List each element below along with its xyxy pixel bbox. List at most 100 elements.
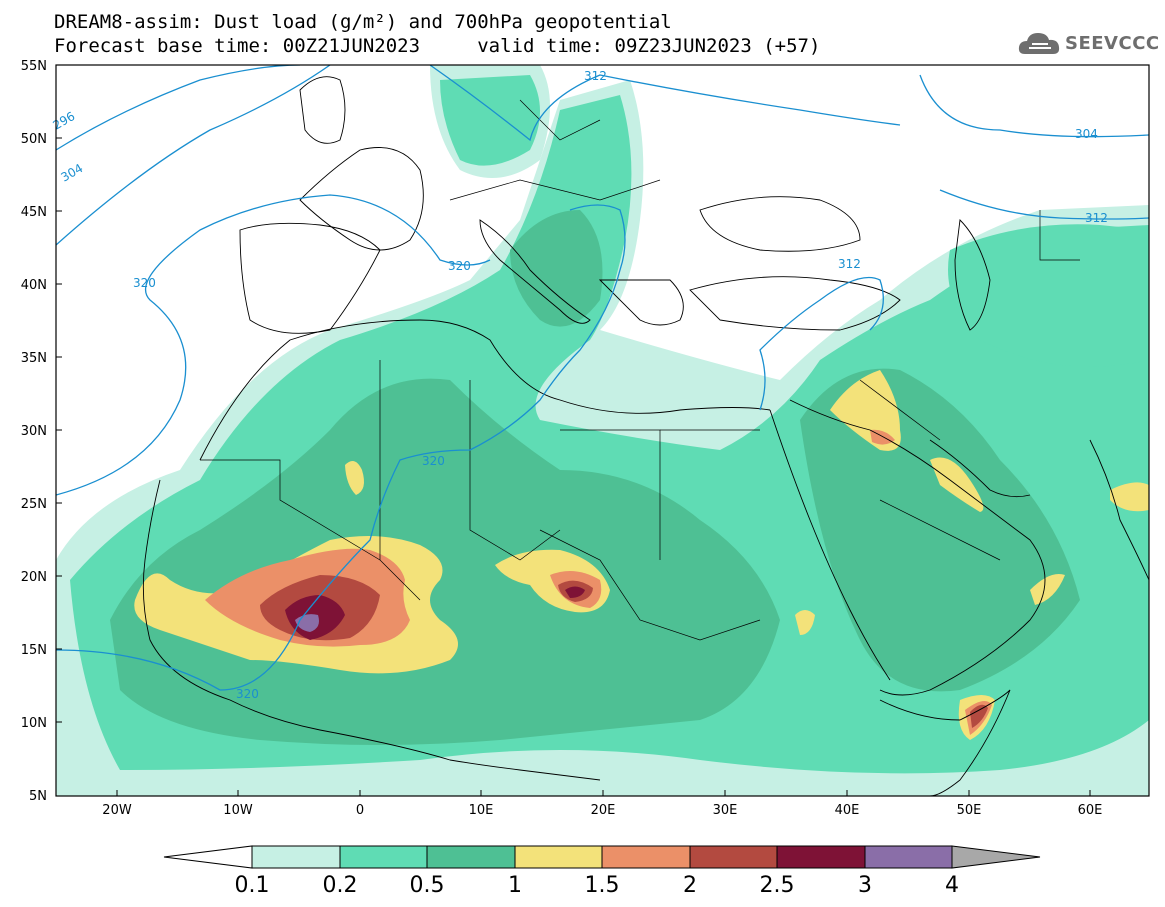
coast-uk [299, 76, 346, 144]
contour-320-main [56, 204, 626, 691]
colorbar-label: 4 [945, 873, 959, 898]
coast-france [299, 147, 424, 251]
contour-312-east [759, 276, 884, 411]
coast-iberia [239, 222, 381, 334]
border-1 [200, 459, 381, 561]
contour-label: 320 [236, 687, 259, 701]
lat-label: 50N [21, 132, 47, 147]
dust-band-2-somalia [970, 704, 988, 728]
coast-red-sea [769, 409, 891, 681]
lat-label: 15N [21, 643, 47, 658]
contour-label: 312 [1085, 211, 1108, 225]
lon-label: 20W [102, 803, 132, 818]
dust-band-0.2-east [948, 224, 1149, 367]
colorbar-swatch [864, 845, 953, 869]
contour-label: 320 [133, 276, 156, 290]
coast-turkey [689, 276, 901, 331]
coast-horn [879, 689, 1011, 796]
lat-label: 30N [21, 424, 47, 439]
coast-west-africa [142, 479, 601, 781]
contour-304-east [919, 74, 1149, 138]
border-11 [519, 99, 601, 141]
colorbar-swatch [426, 845, 516, 869]
border-2 [379, 360, 421, 601]
lat-label: 20N [21, 570, 47, 585]
lon-label: 40E [835, 803, 860, 818]
latitude-axis: 55N 50N 45N 40N 35N 30N 25N 20N 15N 10N … [21, 59, 47, 804]
forecast-time-line: Forecast base time: 00Z21JUN2023 valid t… [54, 35, 821, 57]
contour-label: 312 [838, 257, 861, 271]
lon-ticks [116, 790, 1091, 796]
colorbar-below [163, 845, 253, 869]
lat-label: 10N [21, 716, 47, 731]
coast-arabia [789, 399, 1046, 696]
dust-band-1-redsea [795, 610, 815, 635]
lon-label: 60E [1078, 803, 1103, 818]
colorbar-labels: 0.1 0.2 0.5 1 1.5 2 2.5 3 4 [235, 873, 960, 898]
colorbar [163, 845, 1041, 869]
seevccc-logo: SEEVCCC [1017, 28, 1160, 58]
colorbar-label: 1 [508, 873, 522, 898]
longitude-axis: 20W 10W 0 10E 20E 30E 40E 50E 60E [102, 803, 1102, 818]
border-9 [879, 499, 1001, 561]
coast-italy [479, 219, 591, 324]
contour-label: 320 [448, 259, 471, 273]
lon-label: 0 [356, 803, 364, 818]
map-title: DREAM8-assim: Dust load (g/m²) and 700hP… [54, 11, 672, 33]
coast-persian-gulf [929, 439, 1031, 498]
contour-320-west [56, 194, 491, 496]
contour-312-far-east [939, 189, 1149, 220]
coast-india [1089, 439, 1149, 581]
lon-label: 20E [591, 803, 616, 818]
contour-label: 304 [1075, 127, 1098, 141]
lat-label: 55N [21, 59, 47, 74]
dust-band-2.5-chad [565, 586, 585, 598]
dust-band-1-iraq [830, 370, 901, 451]
border-3 [469, 380, 561, 561]
colorbar-label: 1.5 [585, 873, 620, 898]
border-7 [1039, 210, 1080, 261]
lat-label: 45N [21, 205, 47, 220]
colorbar-label: 0.2 [323, 873, 358, 898]
lat-ticks [56, 64, 62, 723]
coast-black-sea [699, 196, 861, 252]
lat-label: 40N [21, 278, 47, 293]
colorbar-swatch [339, 845, 428, 869]
colorbar-label: 3 [858, 873, 872, 898]
colorbar-label: 0.1 [235, 873, 270, 898]
border-6 [539, 529, 761, 641]
contour-label: 320 [422, 454, 445, 468]
dust-band-1-arabsea [1110, 482, 1149, 512]
border-8 [859, 379, 941, 441]
lon-label: 10W [223, 803, 253, 818]
logo-text: SEEVCCC [1065, 33, 1160, 54]
contour-312-north [429, 65, 901, 142]
colorbar-swatch [689, 845, 778, 869]
contour-label: 312 [584, 69, 607, 83]
colorbar-swatch [514, 845, 603, 869]
dust-band-0.2-north [440, 75, 540, 166]
colorbar-label: 0.5 [410, 873, 445, 898]
cloud-icon [1018, 33, 1060, 54]
geopotential-contours [56, 65, 1149, 691]
colorbar-swatch [601, 845, 691, 869]
colorbar-above [951, 845, 1041, 869]
dust-band-1-sahara [345, 461, 364, 495]
coast-greece [598, 279, 684, 326]
colorbar-swatch [776, 845, 866, 869]
contour-296 [56, 65, 301, 151]
dust-band-0.5-adriatic [510, 210, 603, 327]
lat-label: 5N [29, 789, 47, 804]
borders [200, 99, 1080, 641]
border-10 [449, 179, 661, 201]
colorbar-label: 2.5 [760, 873, 795, 898]
coast-caspian [954, 219, 991, 331]
lat-label: 25N [21, 497, 47, 512]
lon-label: 50E [957, 803, 982, 818]
contour-304-west [56, 65, 331, 246]
colorbar-swatch [251, 845, 341, 869]
dust-field [56, 65, 1149, 796]
dust-band-1-oman [1030, 574, 1065, 605]
lon-label: 30E [713, 803, 738, 818]
